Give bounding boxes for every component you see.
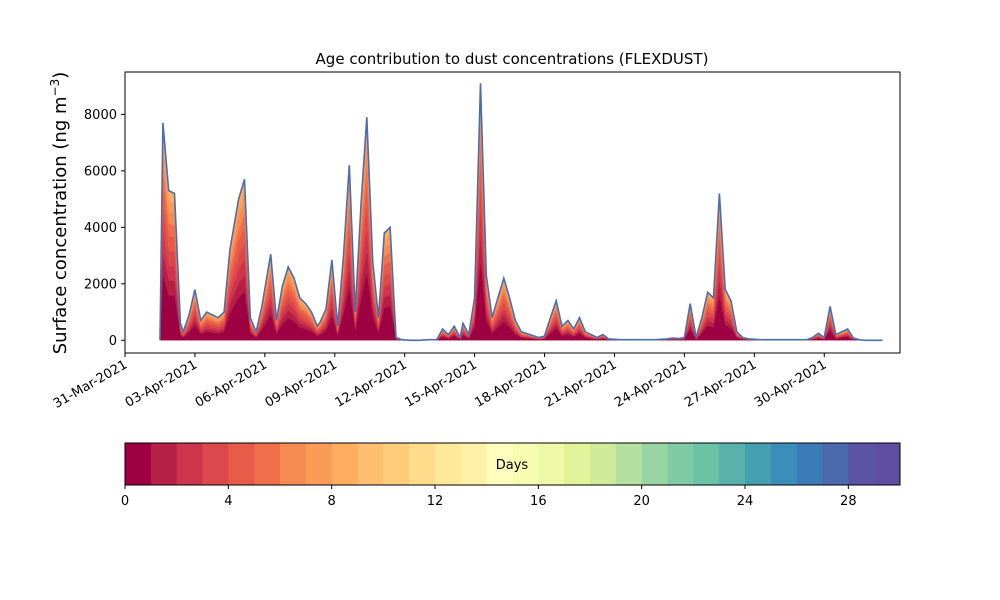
colorbar-cell <box>331 443 358 485</box>
x-tick-label: 15-Apr-2021 <box>403 357 480 410</box>
colorbar-cell <box>745 443 772 485</box>
colorbar-cell <box>538 443 565 485</box>
colorbar-cell <box>770 443 798 485</box>
age-layer-area <box>160 263 883 341</box>
colorbar-label: Days <box>496 458 529 473</box>
colorbar-cell <box>822 443 849 485</box>
colorbar-frame <box>124 442 901 486</box>
colorbar-cell <box>848 443 875 485</box>
x-axis: 31-Mar-202103-Apr-202106-Apr-202109-Apr-… <box>51 353 829 412</box>
x-tick-label: 21-Apr-2021 <box>542 357 619 410</box>
colorbar-cell <box>796 443 823 485</box>
colorbar-cell <box>409 443 436 485</box>
colorbar-tick-label: 20 <box>633 494 650 509</box>
x-tick-label: 06-Apr-2021 <box>193 357 270 410</box>
colorbar-cell <box>460 443 488 485</box>
colorbar-tick-label: 12 <box>427 494 444 509</box>
colorbar-cell <box>874 443 901 485</box>
colorbar-tick-label: 4 <box>224 494 232 509</box>
colorbar-cell <box>667 443 694 485</box>
plot-frame <box>124 71 901 354</box>
x-tick-label: 31-Mar-2021 <box>51 357 130 411</box>
colorbar-cell <box>254 443 281 485</box>
y-axis-label-superscript: −3 <box>48 79 62 97</box>
colorbar-cell <box>125 443 152 485</box>
y-axis-label: Surface concentration (ng m−3) <box>48 72 71 355</box>
colorbar-cell <box>150 443 178 485</box>
colorbar-cell <box>357 443 384 485</box>
colorbar-tick-label: 0 <box>121 494 129 509</box>
x-tick-label: 03-Apr-2021 <box>123 357 200 410</box>
colorbar-tick-label: 8 <box>328 494 336 509</box>
x-tick-label: 24-Apr-2021 <box>612 357 689 410</box>
colorbar-cell <box>719 443 746 485</box>
colorbar-cell <box>590 443 617 485</box>
colorbar-cell <box>435 443 462 485</box>
x-tick-label: 12-Apr-2021 <box>333 357 410 410</box>
y-axis: 0 2000 4000 6000 8000 <box>84 108 125 349</box>
colorbar-tick-label: 28 <box>840 494 857 509</box>
y-tick-label: 4000 <box>84 221 117 236</box>
y-tick-label: 8000 <box>84 108 117 123</box>
plot-area <box>124 71 901 354</box>
colorbar-cells <box>125 443 901 485</box>
colorbar-cell <box>512 443 539 485</box>
total-concentration-line <box>159 83 883 342</box>
colorbar-cell <box>693 443 720 485</box>
colorbar-cell <box>305 443 333 485</box>
colorbar-cell <box>280 443 307 485</box>
colorbar-cell <box>202 443 229 485</box>
colorbar-ticks: 0 4 8 12 16 20 24 28 <box>121 485 857 509</box>
colorbar-tick-label: 16 <box>530 494 547 509</box>
y-tick-label: 0 <box>109 334 117 349</box>
chart-title: Age contribution to dust concentrations … <box>316 50 709 68</box>
colorbar-cell <box>486 443 513 485</box>
x-tick-label: 27-Apr-2021 <box>682 357 759 410</box>
y-tick-label: 2000 <box>84 277 117 292</box>
age-colorbar: Days 0 4 8 12 16 20 24 28 <box>121 442 901 509</box>
colorbar-cell <box>564 443 591 485</box>
colorbar-cell <box>383 443 410 485</box>
colorbar-cell <box>176 443 203 485</box>
colorbar-cell <box>615 443 643 485</box>
stacked-area-layers <box>160 83 883 341</box>
y-tick-label: 6000 <box>84 164 117 179</box>
colorbar-cell <box>228 443 255 485</box>
colorbar-tick-label: 24 <box>737 494 754 509</box>
x-tick-label: 30-Apr-2021 <box>752 357 829 410</box>
x-tick-label: 18-Apr-2021 <box>472 357 549 410</box>
colorbar-cell <box>641 443 668 485</box>
x-tick-label: 09-Apr-2021 <box>263 357 340 410</box>
